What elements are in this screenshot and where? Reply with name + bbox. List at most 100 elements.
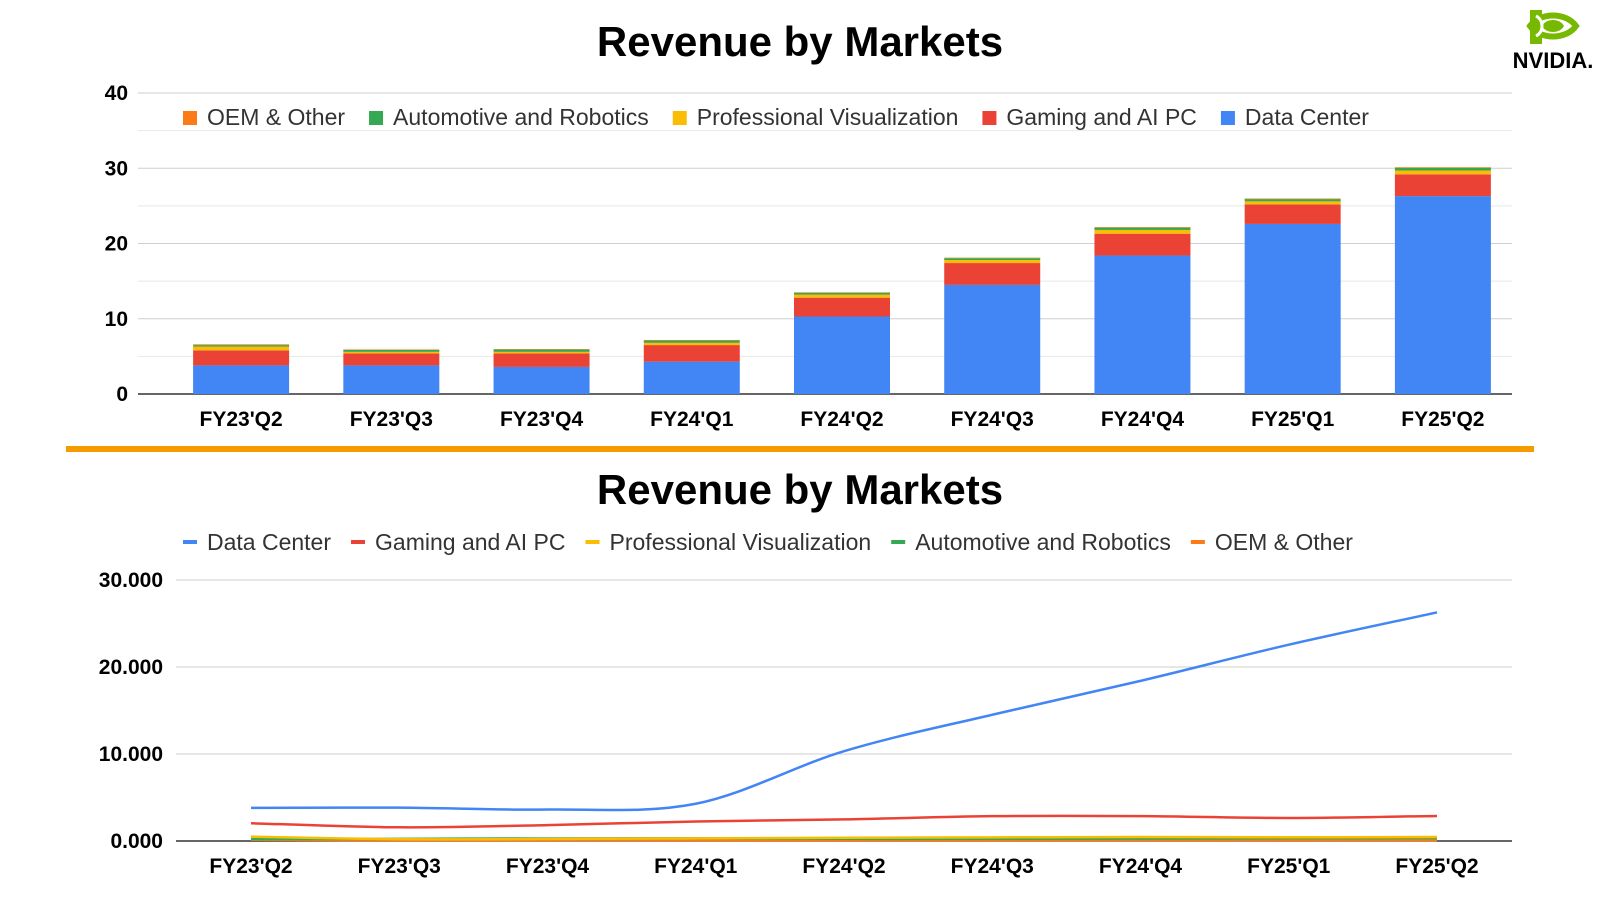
bar-segment-professional-visualization [944,260,1041,264]
line-x-tick-label: FY24'Q2 [802,855,885,878]
bar-segment-automotive-and-robotics [1094,227,1191,230]
line-y-tick-label: 10.000 [99,743,163,766]
bar-segment-gaming-and-ai-pc [944,263,1041,285]
nvidia-eye-icon [1526,10,1580,44]
bar-segment-gaming-and-ai-pc [1394,174,1491,197]
line-chart-title: Revenue by Markets [597,466,1003,513]
bar-segment-professional-visualization [643,342,740,346]
line-legend-label: OEM & Other [1215,529,1353,555]
bar-x-tick-label: FY23'Q4 [500,408,584,431]
bar-segment-gaming-and-ai-pc [794,297,890,317]
bar-legend-label: Automotive and Robotics [393,104,649,130]
bar-segment-automotive-and-robotics [643,340,740,343]
bar-segment-professional-visualization [1394,170,1491,175]
bar-segment-professional-visualization [1244,201,1341,205]
bar-segment-professional-visualization [794,294,890,298]
bar-segment-automotive-and-robotics [493,349,590,352]
bar-segment-automotive-and-robotics [1244,199,1341,202]
bar-legend: OEM & Other Automotive and Robotics Profes… [183,104,1369,130]
bar-x-tick-label: FY24'Q1 [650,408,734,431]
bar-legend-swatch-oem-other [183,111,197,125]
section-divider [66,446,1534,452]
bar-segment-oem-other [1094,227,1191,228]
line-x-tick-label: FY24'Q3 [951,855,1034,878]
bar-segment-data-center [193,365,290,394]
bar-segment-oem-other [493,349,590,350]
bar-segment-professional-visualization [1094,229,1191,234]
bar-segment-gaming-and-ai-pc [343,353,440,366]
bar-segment-oem-other [794,292,890,293]
bar-legend-swatch-professional-visualization [672,111,687,125]
bar-legend-label: Data Center [1245,104,1369,130]
bar-segment-automotive-and-robotics [944,258,1041,261]
bar-segment-oem-other [193,344,290,346]
bar-segment-data-center [643,361,740,394]
line-x-tick-label: FY23'Q4 [506,855,590,878]
bar-segment-oem-other [1244,198,1341,200]
line-x-tick-label: FY25'Q1 [1247,855,1331,878]
bar-segment-data-center [343,365,440,394]
bar-segment-gaming-and-ai-pc [493,353,590,367]
line-y-tick-label: 0.000 [110,830,163,853]
bar-segment-oem-other [643,339,740,341]
line-y-tick-label: 20.000 [99,656,163,679]
line-legend-label: Automotive and Robotics [915,529,1171,555]
bar-segment-data-center [794,316,890,394]
line-x-tick-label: FY23'Q2 [209,855,292,878]
bar-legend-label: OEM & Other [207,104,345,130]
line-series-professional-visualization [250,835,1438,841]
bar-segment-oem-other [944,257,1041,259]
bar-segment-gaming-and-ai-pc [193,350,290,366]
bar-segment-oem-other [1394,167,1491,168]
line-legend-label: Gaming and AI PC [375,529,566,555]
line-y-tick-label: 30.000 [99,569,163,592]
line-x-tick-label: FY23'Q3 [358,855,441,878]
line-legend-swatch-oem-other [1190,540,1205,544]
bar-x-tick-label: FY23'Q2 [200,408,283,431]
bar-segment-gaming-and-ai-pc [1244,204,1341,224]
bar-legend-swatch-gaming-and-ai-pc [982,111,997,125]
bar-segment-data-center [1244,223,1341,394]
nvidia-wordmark: NVIDIA. [1512,48,1594,73]
bar-y-tick-label: 20 [105,233,128,256]
bar-segment-oem-other [343,349,440,350]
line-legend: Data Center Gaming and AI PC Professional … [183,529,1353,555]
bar-legend-swatch-automotive-and-robotics [369,111,384,125]
bar-segment-data-center [493,366,590,394]
bar-segment-professional-visualization [493,351,590,354]
line-x-tick-label: FY24'Q1 [654,855,738,878]
bar-segment-data-center [944,284,1041,394]
bar-y-tick-label: 0 [116,383,128,406]
bar-x-tick-label: FY24'Q2 [800,408,883,431]
bar-segment-gaming-and-ai-pc [643,345,740,362]
bar-legend-swatch-data-center [1220,111,1235,125]
bar-x-tick-label: FY25'Q2 [1401,408,1484,431]
bar-segment-automotive-and-robotics [1394,167,1491,171]
bar-x-tick-label: FY24'Q4 [1101,408,1185,431]
line-series-gaming-and-ai-pc [250,814,1438,829]
bar-segment-data-center [1094,255,1191,394]
bar-y-tick-label: 40 [105,82,128,105]
bar-x-tick-label: FY23'Q3 [350,408,433,431]
bar-legend-label: Gaming and AI PC [1006,104,1197,130]
bar-segment-automotive-and-robotics [343,349,440,352]
bar-y-tick-label: 30 [105,157,128,180]
bar-chart-title: Revenue by Markets [597,18,1003,65]
line-chart: Revenue by Markets 0.000 10.000 20.000 30.00… [99,466,1512,878]
stacked-bar-chart: Revenue by Markets 0 10 20 30 40 FY23'Q2 FY23'Q… [105,18,1512,431]
bar-y-tick-label: 10 [105,308,128,331]
bar-x-tick-label: FY25'Q1 [1251,408,1335,431]
line-legend-swatch-data-center [183,540,197,544]
line-legend-label: Data Center [207,529,331,555]
line-legend-swatch-professional-visualization [585,540,600,544]
bar-segment-automotive-and-robotics [193,345,290,347]
nvidia-logo: NVIDIA. [1508,4,1598,74]
bar-legend-label: Professional Visualization [697,104,959,130]
line-legend-label: Professional Visualization [610,529,872,555]
line-series-data-center [250,611,1438,812]
line-x-tick-label: FY24'Q4 [1099,855,1183,878]
bar-segment-gaming-and-ai-pc [1094,233,1191,256]
line-x-tick-label: FY25'Q2 [1395,855,1478,878]
bar-segment-professional-visualization [343,351,440,354]
